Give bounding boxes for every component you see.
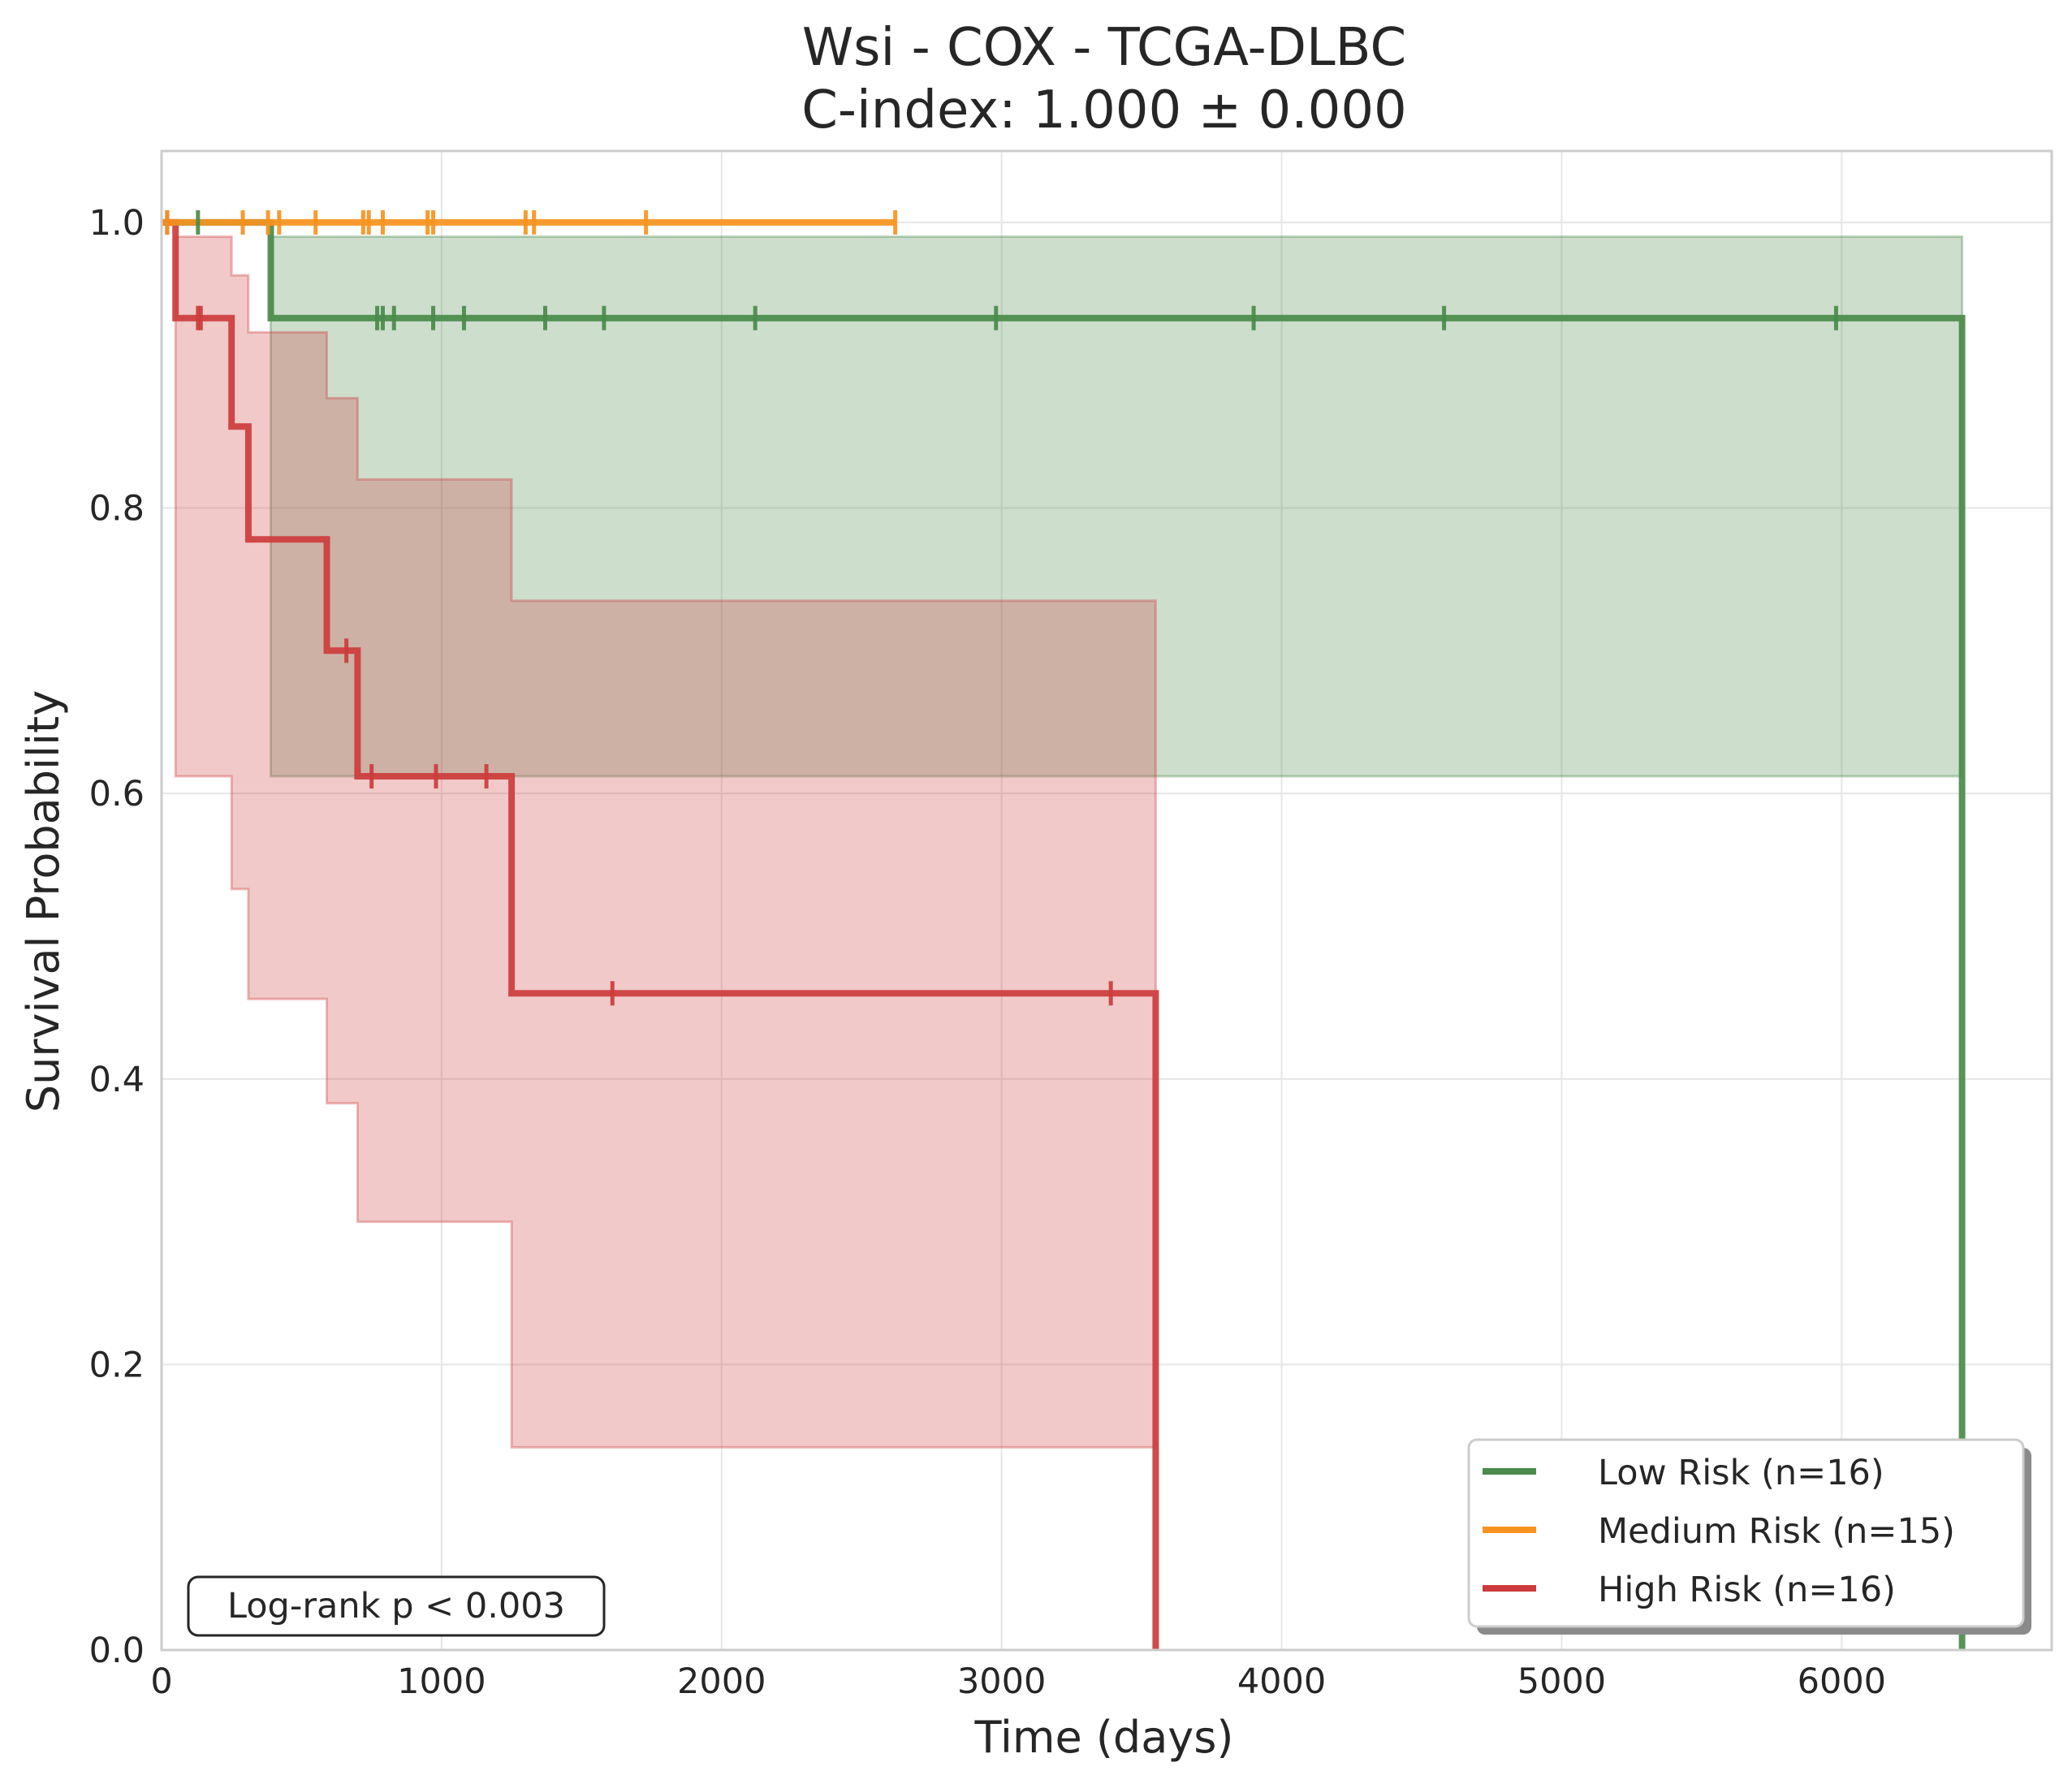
log-rank-annotation: Log-rank p < 0.003	[187, 1575, 606, 1637]
annotation-text: Log-rank p < 0.003	[227, 1586, 565, 1626]
x-tick-label: 1000	[397, 1661, 486, 1702]
y-axis-label: Survival Probability	[18, 690, 69, 1112]
x-tick-label: 2000	[677, 1661, 766, 1702]
x-tick-label: 4000	[1237, 1661, 1326, 1702]
x-tick-label: 0	[150, 1661, 172, 1702]
x-tick-label: 6000	[1798, 1661, 1886, 1702]
chart-subtitle: C-index: 1.000 ± 0.000	[801, 80, 1407, 140]
y-tick-label: 0.0	[89, 1631, 145, 1671]
y-tick-label: 0.8	[89, 489, 145, 529]
chart-title: Wsi - COX - TCGA-DLBC	[802, 18, 1406, 78]
legend: Low Risk (n=16) Medium Risk (n=15) High Ri…	[1467, 1438, 2031, 1635]
y-tick-label: 0.4	[89, 1060, 145, 1100]
censor-marks	[165, 210, 1838, 1006]
y-axis-ticks: 0.0 0.2 0.4 0.6 0.8 1.0	[89, 203, 145, 1671]
legend-box	[1467, 1438, 2025, 1628]
annotation-box	[187, 1575, 606, 1637]
plot-frame	[160, 149, 2053, 1652]
survival-curve-2	[162, 218, 1159, 1650]
x-axis-ticks: 0 1000 2000 3000 4000 5000 6000	[150, 1661, 1886, 1702]
survival-curves	[162, 218, 1966, 1650]
legend-label: High Risk (n=16)	[1598, 1570, 1896, 1610]
x-tick-label: 3000	[957, 1661, 1046, 1702]
y-tick-label: 0.2	[89, 1345, 145, 1385]
legend-label: Medium Risk (n=15)	[1598, 1511, 1955, 1552]
y-tick-label: 0.6	[89, 774, 145, 814]
x-axis-label: Time (days)	[974, 1712, 1234, 1763]
y-tick-label: 1.0	[89, 203, 145, 244]
x-tick-label: 5000	[1517, 1661, 1606, 1702]
confidence-bands	[174, 235, 1964, 1449]
legend-label: Low Risk (n=16)	[1598, 1453, 1884, 1493]
